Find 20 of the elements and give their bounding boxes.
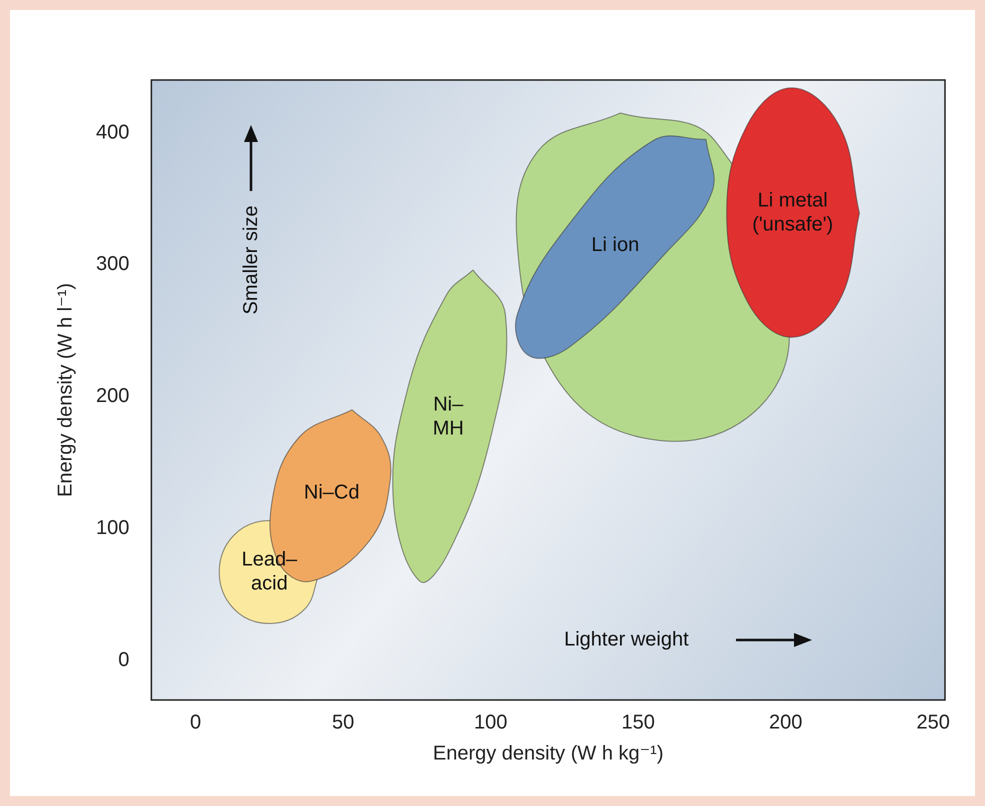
x-tick-label: 200 [768, 712, 802, 734]
x-tick-label: 100 [474, 712, 508, 734]
x-tick-label: 150 [621, 712, 655, 734]
series-label: Ni–Cd [304, 482, 360, 504]
annotation: Lighter weight [564, 628, 690, 651]
series-label: Li metal ('unsafe') [752, 190, 834, 236]
annotation: Smaller size [240, 206, 262, 314]
x-tick-label: 0 [190, 712, 202, 734]
series-label: Li ion [591, 234, 640, 256]
y-tick-label: 300 [96, 253, 130, 276]
x-axis-title: Energy density (W h kg⁻¹) [432, 742, 664, 765]
y-tick-label: 200 [96, 385, 130, 408]
x-tick-label: 250 [916, 712, 950, 734]
y-tick-label: 100 [96, 517, 130, 540]
y-tick-label: 400 [96, 121, 130, 144]
x-tick-label: 50 [332, 712, 354, 734]
y-axis-title: Energy density (W h l⁻¹) [54, 283, 77, 497]
series-label: Lead– acid [242, 548, 298, 595]
y-tick-label: 0 [118, 648, 130, 671]
series-label: Ni– MH [432, 394, 464, 440]
